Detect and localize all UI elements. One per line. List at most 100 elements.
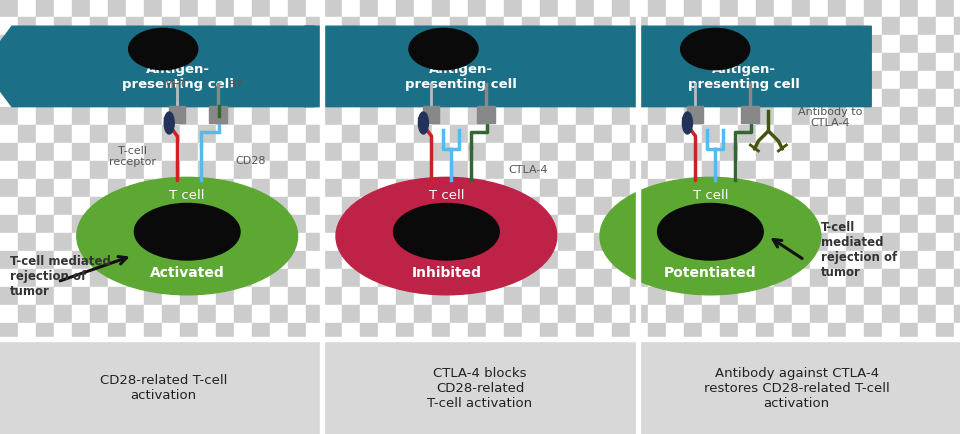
Bar bbox=[558, 233, 576, 251]
Bar bbox=[216, 305, 234, 323]
Bar bbox=[90, 413, 108, 431]
Bar bbox=[270, 197, 288, 216]
Bar bbox=[432, 251, 450, 270]
Bar bbox=[234, 233, 252, 251]
Bar bbox=[0, 36, 18, 54]
Bar bbox=[0, 431, 18, 434]
Bar bbox=[108, 413, 126, 431]
Bar bbox=[594, 0, 612, 18]
Bar bbox=[486, 359, 504, 377]
Bar bbox=[396, 323, 414, 341]
Bar bbox=[774, 359, 792, 377]
Bar bbox=[234, 377, 252, 395]
Bar bbox=[0, 216, 18, 233]
Bar bbox=[378, 90, 396, 108]
Bar bbox=[612, 0, 630, 18]
Bar bbox=[954, 233, 960, 251]
Bar bbox=[666, 413, 684, 431]
Bar bbox=[360, 108, 378, 126]
Bar bbox=[18, 197, 36, 216]
Bar bbox=[108, 197, 126, 216]
Bar bbox=[270, 323, 288, 341]
Bar bbox=[846, 323, 864, 341]
Bar bbox=[252, 395, 270, 413]
Bar bbox=[702, 413, 720, 431]
Bar bbox=[342, 161, 360, 180]
Bar bbox=[576, 323, 594, 341]
Bar bbox=[846, 36, 864, 54]
Bar bbox=[324, 161, 342, 180]
Bar bbox=[90, 377, 108, 395]
Bar bbox=[522, 287, 540, 305]
Bar bbox=[774, 341, 792, 359]
Bar bbox=[900, 359, 918, 377]
Bar bbox=[666, 54, 684, 72]
Bar bbox=[414, 341, 432, 359]
Bar bbox=[828, 18, 846, 36]
Bar bbox=[360, 323, 378, 341]
Polygon shape bbox=[560, 27, 872, 107]
Bar bbox=[738, 413, 756, 431]
Bar bbox=[702, 431, 720, 434]
Bar bbox=[378, 72, 396, 90]
Bar bbox=[72, 108, 90, 126]
Bar bbox=[594, 233, 612, 251]
Bar bbox=[18, 251, 36, 270]
Bar bbox=[810, 18, 828, 36]
Bar bbox=[432, 36, 450, 54]
Bar bbox=[0, 337, 960, 341]
Bar bbox=[684, 36, 702, 54]
Bar bbox=[270, 90, 288, 108]
Bar bbox=[108, 161, 126, 180]
Bar bbox=[126, 377, 144, 395]
Bar bbox=[468, 90, 486, 108]
Bar bbox=[306, 54, 324, 72]
Bar bbox=[738, 90, 756, 108]
Bar bbox=[270, 395, 288, 413]
Bar bbox=[396, 108, 414, 126]
Bar bbox=[432, 359, 450, 377]
Bar bbox=[396, 270, 414, 287]
Bar bbox=[738, 144, 756, 161]
Bar bbox=[342, 341, 360, 359]
Bar bbox=[522, 161, 540, 180]
Bar bbox=[198, 216, 216, 233]
Bar bbox=[18, 180, 36, 197]
Bar bbox=[918, 180, 936, 197]
Bar bbox=[414, 413, 432, 431]
Bar bbox=[630, 233, 648, 251]
Bar bbox=[198, 0, 216, 18]
Bar bbox=[900, 233, 918, 251]
Bar bbox=[18, 54, 36, 72]
Bar bbox=[900, 90, 918, 108]
Bar bbox=[414, 72, 432, 90]
Bar bbox=[180, 72, 198, 90]
Bar bbox=[414, 323, 432, 341]
Bar bbox=[954, 359, 960, 377]
Bar bbox=[666, 161, 684, 180]
Bar bbox=[792, 377, 810, 395]
Bar bbox=[594, 431, 612, 434]
Bar bbox=[360, 233, 378, 251]
Bar bbox=[90, 341, 108, 359]
Bar bbox=[72, 431, 90, 434]
Ellipse shape bbox=[134, 204, 240, 260]
Bar bbox=[882, 161, 900, 180]
Bar bbox=[234, 341, 252, 359]
Bar bbox=[144, 161, 162, 180]
Bar bbox=[360, 197, 378, 216]
Bar bbox=[954, 287, 960, 305]
Bar bbox=[378, 161, 396, 180]
Bar bbox=[180, 144, 198, 161]
Bar bbox=[234, 359, 252, 377]
Bar bbox=[864, 180, 882, 197]
Bar bbox=[504, 90, 522, 108]
Bar bbox=[378, 0, 396, 18]
Bar bbox=[792, 18, 810, 36]
Bar bbox=[342, 233, 360, 251]
Bar bbox=[702, 180, 720, 197]
Bar bbox=[630, 377, 648, 395]
Bar bbox=[18, 161, 36, 180]
Bar bbox=[360, 126, 378, 144]
Bar bbox=[594, 126, 612, 144]
